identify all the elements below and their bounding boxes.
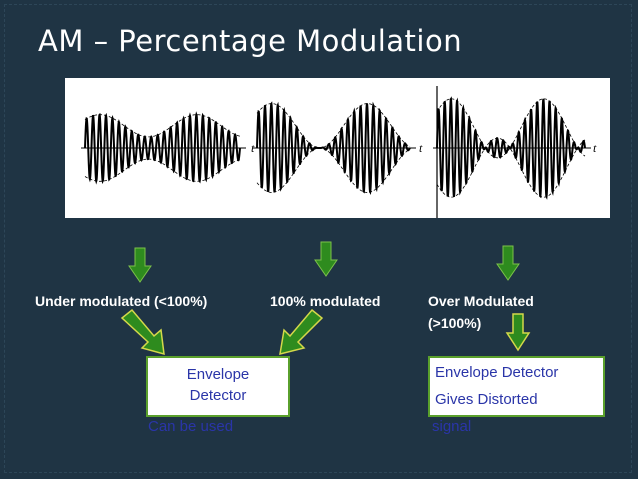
slide-border <box>4 4 632 473</box>
modulated-carrier <box>436 96 586 200</box>
over-modulated-label-line1: Over Modulated <box>428 293 534 309</box>
envelope-detector-line2: Detector <box>189 387 247 404</box>
time-axis-label: t <box>593 141 597 155</box>
under-modulated-label: Under modulated (<100%) <box>35 293 208 309</box>
arrow-down-right-icon <box>120 308 165 356</box>
modulated-carrier <box>84 111 241 185</box>
distorted-detector-line1: Envelope Detector <box>435 364 559 381</box>
waveform-over-modulated: t <box>433 96 597 200</box>
envelope-lower <box>436 147 586 198</box>
envelope-lower <box>84 158 241 182</box>
arrow-down-icon <box>128 247 152 283</box>
slide-title: AM – Percentage Modulation <box>38 24 463 58</box>
arrow-down-icon <box>496 245 520 281</box>
modulated-carrier <box>256 101 411 195</box>
over-modulated-label-line2: (>100%) <box>428 315 482 331</box>
time-axis-label: t <box>419 141 423 155</box>
envelope-upper <box>84 114 241 138</box>
distorted-detector-box: Envelope Detector Gives Distorted <box>428 356 605 417</box>
distorted-detector-overflow-text: signal <box>432 418 472 435</box>
arrow-down-left-icon <box>279 308 324 356</box>
envelope-lower <box>256 147 411 193</box>
arrow-down-icon <box>314 241 338 277</box>
waveform-under-modulated: t <box>81 111 255 185</box>
envelope-detector-box: Envelope Detector <box>146 356 290 417</box>
arrow-down-icon <box>505 313 531 352</box>
envelope-detector-overflow-text: Can be used <box>148 418 234 435</box>
full-modulated-label: 100% modulated <box>270 293 381 309</box>
envelope-upper <box>436 98 586 149</box>
distorted-detector-line2: Gives Distorted <box>435 391 538 408</box>
waveform-full-modulated: t <box>253 101 423 195</box>
over-modulated-label: Over Modulated (>100%) <box>428 290 534 334</box>
envelope-detector-line1: Envelope <box>186 366 250 383</box>
envelope-upper <box>256 103 411 149</box>
